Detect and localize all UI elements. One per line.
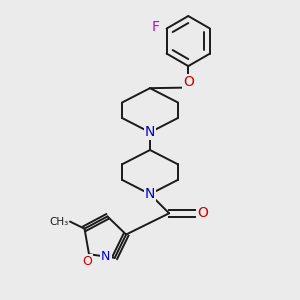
Text: CH₃: CH₃ — [49, 217, 68, 226]
Text: F: F — [152, 20, 159, 34]
Text: O: O — [82, 255, 92, 268]
Text: O: O — [198, 206, 208, 220]
Text: N: N — [145, 125, 155, 139]
Text: O: O — [183, 75, 194, 89]
Text: N: N — [145, 187, 155, 201]
Text: N: N — [101, 250, 111, 263]
